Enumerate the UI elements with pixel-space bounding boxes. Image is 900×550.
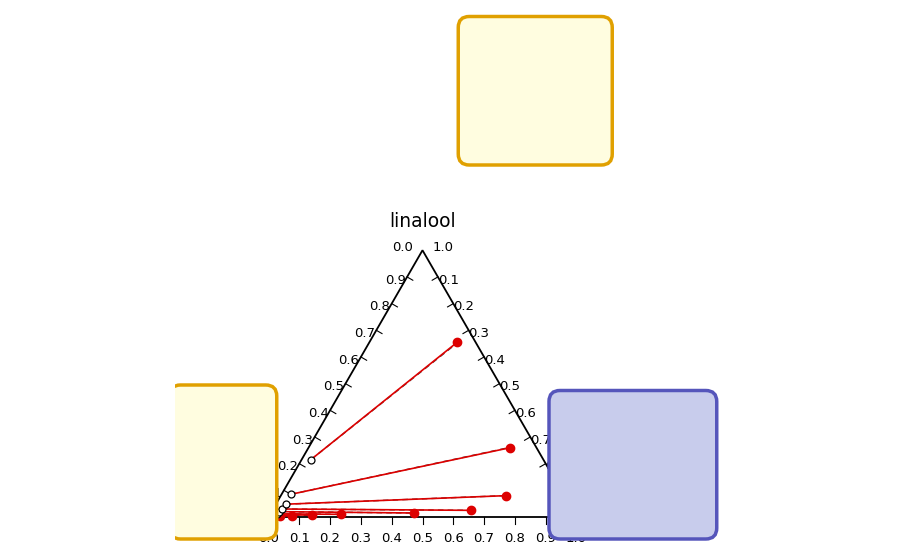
Text: 0.7: 0.7 xyxy=(473,532,495,546)
Text: 0.8: 0.8 xyxy=(369,300,391,313)
Text: 0.7: 0.7 xyxy=(530,434,551,447)
Text: 1.0: 1.0 xyxy=(432,241,454,254)
Text: 0.0: 0.0 xyxy=(258,532,279,546)
Text: 0.8: 0.8 xyxy=(545,460,566,474)
Text: 0.0: 0.0 xyxy=(392,241,412,254)
Text: linalool: linalool xyxy=(389,212,455,231)
Text: 0.3: 0.3 xyxy=(292,434,313,447)
Text: 0.8: 0.8 xyxy=(505,532,526,546)
Text: $^-$O: $^-$O xyxy=(632,461,650,472)
Text: 0.6: 0.6 xyxy=(443,532,464,546)
Text: 0.1: 0.1 xyxy=(262,487,283,500)
Text: 1.0: 1.0 xyxy=(238,508,258,521)
Text: 0.2: 0.2 xyxy=(277,460,298,474)
Text: 0.3: 0.3 xyxy=(469,327,490,340)
Text: 0.7: 0.7 xyxy=(354,327,375,340)
Text: 0.1: 0.1 xyxy=(289,532,310,546)
Text: 0.5: 0.5 xyxy=(500,381,520,393)
Text: 0.9: 0.9 xyxy=(561,487,581,500)
Text: N: N xyxy=(596,474,603,482)
Text: 0.6: 0.6 xyxy=(338,354,359,367)
Text: 0.9: 0.9 xyxy=(385,274,406,287)
Text: 0.6: 0.6 xyxy=(515,407,536,420)
Text: 0.2: 0.2 xyxy=(453,300,474,313)
Text: 0.1: 0.1 xyxy=(437,274,459,287)
Text: N: N xyxy=(595,435,601,444)
Text: 0.2: 0.2 xyxy=(320,532,340,546)
Text: 0.4: 0.4 xyxy=(308,407,328,420)
FancyBboxPatch shape xyxy=(458,16,612,165)
Text: 0.5: 0.5 xyxy=(323,381,344,393)
Text: 0.3: 0.3 xyxy=(350,532,372,546)
Text: +: + xyxy=(597,460,605,470)
FancyBboxPatch shape xyxy=(549,390,716,539)
Text: 1.0: 1.0 xyxy=(566,532,587,546)
Text: 0.4: 0.4 xyxy=(484,354,505,367)
Text: 0.4: 0.4 xyxy=(382,532,402,546)
Text: 0.9: 0.9 xyxy=(536,532,556,546)
Text: 0.5: 0.5 xyxy=(412,532,433,546)
Text: 0.0: 0.0 xyxy=(576,514,598,527)
FancyBboxPatch shape xyxy=(169,385,277,539)
Text: HO: HO xyxy=(485,52,500,62)
